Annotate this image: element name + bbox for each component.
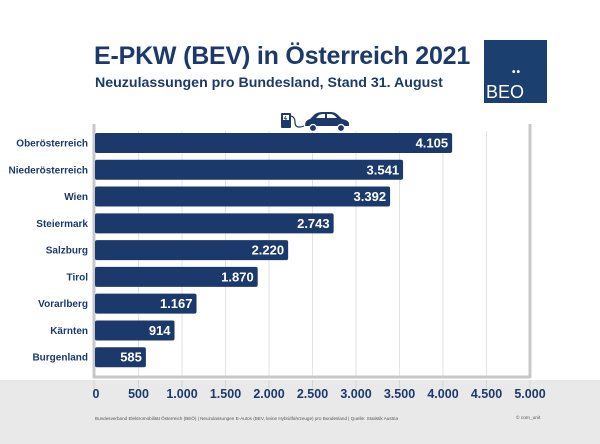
category-label: Vorarlberg [38,299,88,310]
bar [95,266,258,287]
x-tick-label: 2.000 [253,387,284,401]
x-tick-label: 500 [128,387,149,401]
value-label: 914 [149,323,171,338]
charging-cable-icon [290,115,305,128]
logo-text: BEO [486,82,525,102]
x-tick-label: 5.000 [514,387,545,401]
x-tick-label: 1.500 [210,387,241,401]
x-tick-label: 2.500 [297,387,328,401]
value-label: 4.105 [416,136,449,151]
plot-frame [92,124,532,390]
x-tick-labels: 0 500 1.000 1.500 2.000 2.500 3.000 3.500 4.000 4… [93,387,546,401]
value-label: 1.167 [160,296,193,311]
bar [95,213,334,234]
footer-credit: © com_unit [516,416,541,421]
chart-title: E-PKW (BEV) in Österreich 2021 [94,42,471,70]
car-icon [305,112,349,126]
footer-source: Bundesverband Elektromobilität Österreic… [95,416,399,421]
value-label: 3.392 [354,189,387,204]
charging-station-car-icon [281,112,349,133]
category-label: Wien [64,192,88,203]
beo-logo: •• BEO [484,40,547,103]
x-tick-label: 1.000 [166,387,197,401]
x-tick-label: 4.500 [471,387,502,401]
logo-dots: •• [512,67,522,78]
chart-subtitle: Neuzulassungen pro Bundesland, Stand 31.… [95,75,443,91]
category-label: Salzburg [46,246,88,257]
value-label: 1.870 [221,269,254,284]
category-label: Burgenland [32,353,88,364]
x-tick-label: 4.000 [427,387,458,401]
bar [95,186,391,207]
category-label: Steiermark [36,219,88,230]
value-label: 3.541 [367,162,400,177]
x-tick-label: 3.000 [340,387,371,401]
bar [95,347,146,368]
bar [95,133,453,153]
bar [95,240,289,261]
bar [95,320,175,341]
value-label: 2.220 [252,243,285,258]
category-label: Tirol [67,272,89,283]
bar [95,293,197,314]
x-tick-label: 0 [93,387,100,401]
category-labels: Oberösterreich Niederösterreich Wien Steier… [9,139,89,364]
category-label: Kärnten [50,326,88,337]
category-label: Oberösterreich [16,139,88,150]
x-tick-label: 3.500 [384,387,415,401]
category-label: Niederösterreich [9,165,88,176]
bars: 4.105 3.541 3.392 2.743 2.220 1.870 1.167 914 58… [95,133,453,368]
value-label: 585 [120,350,142,365]
bottom-band [0,380,600,444]
bar [95,159,404,180]
value-label: 2.743 [297,216,330,231]
